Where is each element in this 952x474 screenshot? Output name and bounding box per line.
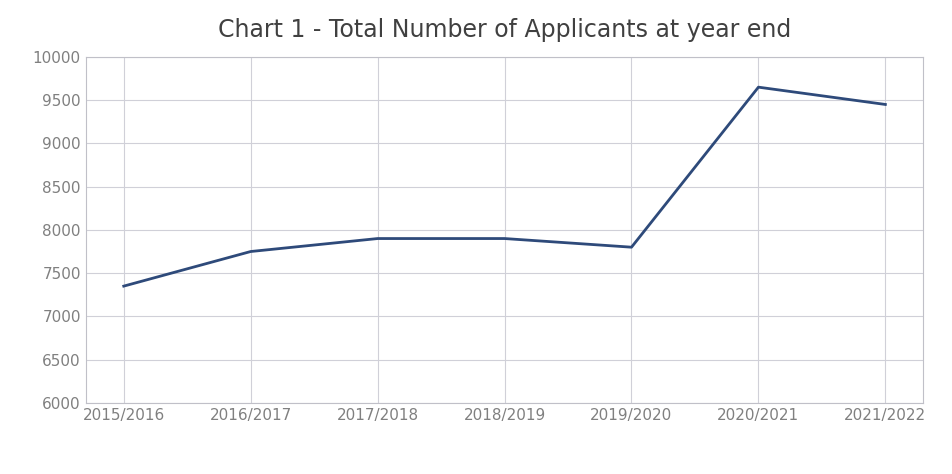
Title: Chart 1 - Total Number of Applicants at year end: Chart 1 - Total Number of Applicants at … [218, 18, 791, 43]
